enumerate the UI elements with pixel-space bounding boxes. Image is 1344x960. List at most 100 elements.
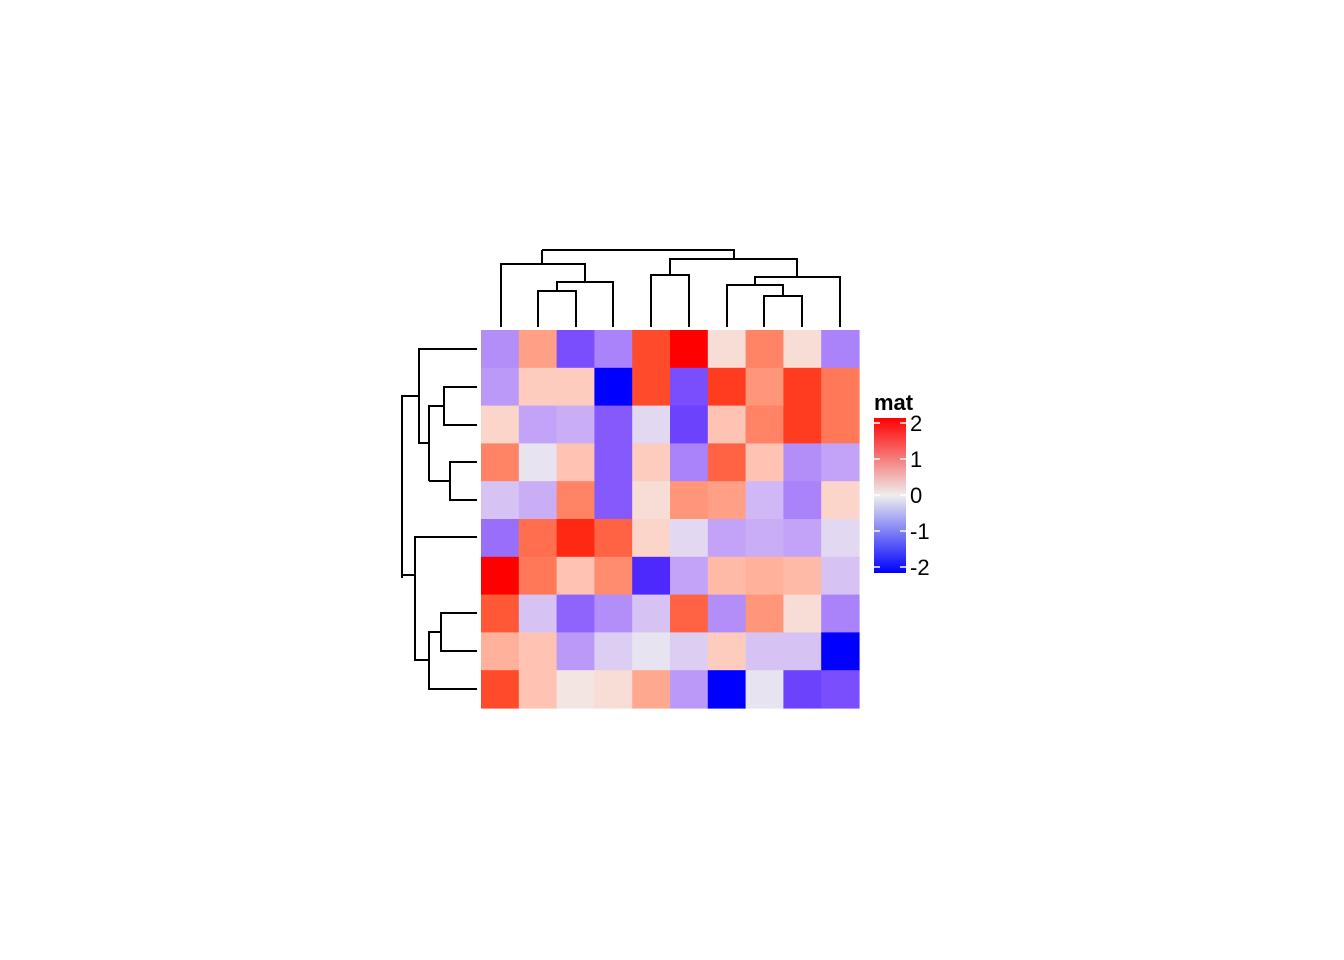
row-dendrogram [401, 348, 477, 690]
legend-ticks: 2 1 0 -1 -2 [874, 411, 930, 580]
heatmap-cell-r3-c6 [670, 405, 709, 444]
heatmap-cell-r7-c1 [481, 556, 520, 596]
heatmap-cell-r10-c8 [745, 670, 784, 709]
column-dendrogram [500, 249, 841, 327]
heatmap-cell-r10-c5 [632, 670, 671, 709]
legend-tick-label: -1 [910, 519, 930, 544]
heatmap-cells [481, 330, 860, 709]
legend-tick-label: 0 [910, 483, 922, 508]
heatmap-cell-r5-c9 [783, 481, 822, 520]
heatmap-cell-r4-c1 [481, 443, 520, 482]
heatmap-cell-r1-c7 [707, 330, 747, 369]
heatmap-cell-r6-c1 [481, 519, 520, 558]
heatmap-cell-r7-c2 [518, 556, 558, 596]
heatmap-cell-r4-c9 [783, 443, 822, 482]
heatmap-cell-r2-c5 [632, 367, 671, 407]
heatmap-cell-r4-c6 [670, 443, 709, 482]
heatmap-cell-r1-c4 [594, 330, 633, 369]
heatmap-cell-r10-c7 [707, 670, 747, 709]
heatmap-cell-r5-c3 [556, 481, 595, 520]
column-dendrogram-branches [500, 249, 841, 327]
heatmap-cell-r6-c2 [518, 519, 558, 558]
heatmap-cell-r3-c8 [745, 405, 784, 444]
heatmap-cell-r3-c9 [783, 405, 822, 444]
heatmap-cell-r9-c8 [745, 632, 784, 671]
heatmap-cell-r4-c8 [745, 443, 784, 482]
heatmap-cell-r8-c1 [481, 594, 520, 633]
heatmap-cell-r10-c6 [670, 670, 709, 709]
heatmap-cell-r3-c7 [707, 405, 747, 444]
heatmap-cell-r3-c2 [518, 405, 558, 444]
heatmap-cell-r9-c5 [632, 632, 671, 671]
heatmap-cell-r6-c8 [745, 519, 784, 558]
heatmap-cell-r1-c3 [556, 330, 595, 369]
heatmap-cell-r1-c10 [821, 330, 860, 369]
heatmap-cell-r4-c4 [594, 443, 633, 482]
heatmap-cell-r4-c10 [821, 443, 860, 482]
heatmap-cell-r2-c3 [556, 367, 595, 407]
heatmap-cell-r9-c3 [556, 632, 595, 671]
heatmap-cell-r2-c7 [707, 367, 747, 407]
heatmap-cell-r5-c4 [594, 481, 633, 520]
heatmap-cell-r9-c4 [594, 632, 633, 671]
heatmap-cell-r10-c10 [821, 670, 860, 709]
heatmap-cell-r5-c2 [518, 481, 558, 520]
heatmap-cell-r5-c1 [481, 481, 520, 520]
heatmap-cell-r2-c9 [783, 367, 822, 407]
heatmap-cell-r3-c1 [481, 405, 520, 444]
heatmap-cell-r5-c7 [707, 481, 747, 520]
heatmap-cell-r9-c2 [518, 632, 558, 671]
heatmap-cell-r8-c10 [821, 594, 860, 633]
heatmap-cell-r6-c5 [632, 519, 671, 558]
heatmap-cell-r5-c6 [670, 481, 709, 520]
legend-tick-label: 2 [910, 411, 922, 436]
heatmap-cell-r3-c5 [632, 405, 671, 444]
row-dendrogram-branches [401, 348, 477, 690]
heatmap-cell-r2-c4 [594, 367, 633, 407]
heatmap-cell-r5-c8 [745, 481, 784, 520]
heatmap-cell-r5-c10 [821, 481, 860, 520]
heatmap-cell-r1-c5 [632, 330, 671, 369]
color-legend: mat 2 1 0 -1 -2 [874, 390, 930, 580]
heatmap-cell-r7-c9 [783, 556, 822, 596]
heatmap-cell-r1-c1 [481, 330, 520, 369]
heatmap-cell-r7-c5 [632, 556, 671, 596]
heatmap-cell-r7-c6 [670, 556, 709, 596]
heatmap-cell-r6-c9 [783, 519, 822, 558]
heatmap-cell-r10-c2 [518, 670, 558, 709]
heatmap-cell-r8-c6 [670, 594, 709, 633]
heatmap-cell-r10-c3 [556, 670, 595, 709]
heatmap-cell-r4-c5 [632, 443, 671, 482]
heatmap-cell-r7-c8 [745, 556, 784, 596]
heatmap-cell-r6-c4 [594, 519, 633, 558]
legend-title: mat [874, 390, 914, 415]
heatmap-cell-r9-c10 [821, 632, 860, 671]
heatmap-cell-r2-c8 [745, 367, 784, 407]
heatmap-cell-r5-c5 [632, 481, 671, 520]
heatmap-cell-r8-c4 [594, 594, 633, 633]
heatmap-cell-r6-c6 [670, 519, 709, 558]
heatmap-cell-r8-c2 [518, 594, 558, 633]
heatmap-cell-r8-c5 [632, 594, 671, 633]
heatmap-cell-r2-c10 [821, 367, 860, 407]
heatmap-cell-r1-c8 [745, 330, 784, 369]
heatmap-cell-r3-c10 [821, 405, 860, 444]
heatmap-cell-r3-c3 [556, 405, 595, 444]
heatmap-cell-r9-c7 [707, 632, 747, 671]
heatmap-cell-r9-c1 [481, 632, 520, 671]
heatmap-cell-r8-c3 [556, 594, 595, 633]
heatmap-cell-r7-c10 [821, 556, 860, 596]
heatmap-cell-r4-c2 [518, 443, 558, 482]
legend-tick-label: 1 [910, 447, 922, 472]
heatmap-cell-r10-c1 [481, 670, 520, 709]
heatmap-cell-r9-c9 [783, 632, 822, 671]
heatmap-cell-r9-c6 [670, 632, 709, 671]
heatmap-cell-r8-c8 [745, 594, 784, 633]
heatmap-cell-r8-c7 [707, 594, 747, 633]
heatmap-cell-r4-c3 [556, 443, 595, 482]
heatmap-cell-r10-c4 [594, 670, 633, 709]
heatmap-cell-r6-c3 [556, 519, 595, 558]
heatmap-cell-r1-c6 [670, 330, 709, 369]
heatmap-cell-r1-c9 [783, 330, 822, 369]
